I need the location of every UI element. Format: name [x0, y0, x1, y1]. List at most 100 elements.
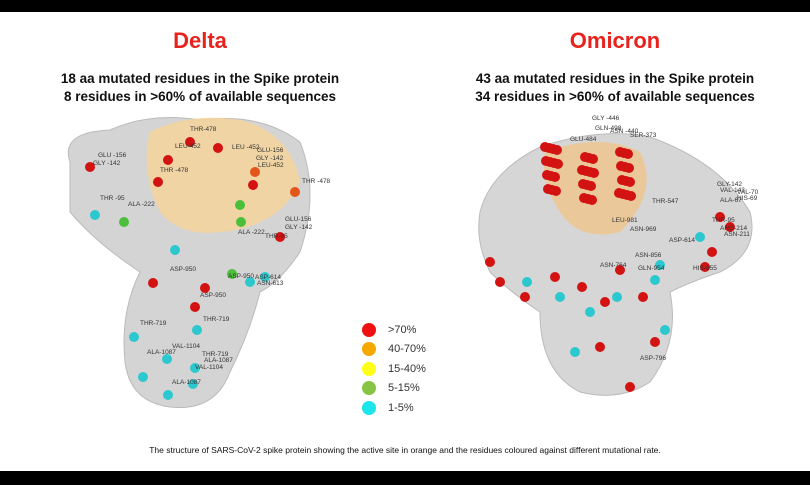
residue-sphere — [623, 149, 633, 159]
residue-sphere — [85, 162, 95, 172]
residue-label: THR -478 — [160, 167, 189, 174]
residue-label: GLY -142 — [93, 160, 121, 167]
residue-sphere — [119, 217, 129, 227]
residue-label: GLY -142 — [256, 155, 284, 162]
legend-swatch — [362, 361, 376, 376]
residue-label: GLU-156 — [257, 147, 284, 154]
residue-label: ASP-950 — [228, 273, 255, 280]
residue-label: THR-719 — [140, 320, 167, 327]
residue-sphere — [192, 325, 202, 335]
residue-label: ASN-613 — [257, 280, 284, 287]
residue-sphere — [552, 145, 562, 155]
residue-label: VAL-143 — [720, 187, 745, 194]
legend-label: 15-40% — [388, 362, 426, 375]
residue-sphere — [638, 292, 648, 302]
residue-sphere — [660, 325, 670, 335]
residue-sphere — [586, 181, 596, 191]
residue-sphere — [188, 379, 198, 389]
residue-label: VAL-1104 — [195, 364, 223, 371]
legend-swatch — [362, 400, 376, 415]
residue-label: THR-547 — [652, 198, 679, 205]
residue-label: LEU-452 — [258, 162, 284, 169]
residue-label: GLY-142 — [717, 181, 742, 188]
residue-sphere — [138, 372, 148, 382]
residue-sphere — [655, 260, 665, 270]
residue-label: GLU -156 — [98, 152, 127, 159]
residue-sphere — [695, 232, 705, 242]
residue-sphere — [625, 382, 635, 392]
residue-sphere — [129, 332, 139, 342]
residue-sphere — [170, 245, 180, 255]
omicron-line1: 43 aa mutated residues in the Spike prot… — [475, 71, 755, 86]
legend-label: 5-15% — [388, 382, 420, 395]
residue-label: THR-95 — [712, 217, 735, 224]
residue-sphere — [612, 292, 622, 302]
delta-structure-image — [68, 117, 311, 409]
residue-label: HIS-655 — [693, 265, 717, 272]
legend-item: 40-70% — [362, 340, 426, 360]
residue-label: ASP-950 — [170, 266, 197, 273]
residue-label: ASN-969 — [630, 226, 657, 233]
legend-swatch — [362, 322, 376, 337]
residue-label: ASP-950 — [200, 292, 227, 299]
residue-label: LEU-452 — [175, 143, 201, 150]
residue-sphere — [250, 167, 260, 177]
legend-label: 40-70% — [388, 343, 426, 356]
omicron-title: Omicron — [569, 28, 661, 53]
residue-sphere — [190, 302, 200, 312]
residue-label: THR-719 — [203, 316, 230, 323]
residue-label: ASN -440 — [610, 128, 639, 135]
residue-sphere — [715, 212, 725, 222]
legend-label: >70% — [388, 323, 417, 336]
residue-label: ALA-1087 — [172, 379, 201, 386]
legend-item: 5-15% — [362, 379, 426, 399]
residue-sphere — [485, 257, 495, 267]
residue-sphere — [707, 247, 717, 257]
residue-label: ARG-214 — [720, 225, 748, 232]
residue-label: SER-373 — [630, 132, 657, 139]
residue-sphere — [190, 363, 200, 373]
residue-sphere — [700, 262, 710, 272]
residue-sphere — [550, 272, 560, 282]
residue-sphere — [585, 307, 595, 317]
residue-sphere — [213, 143, 223, 153]
delta-subtitle: 18 aa mutated residues in the Spike prot… — [40, 70, 360, 106]
residue-label: THR -478 — [302, 178, 331, 185]
residue-label: GLY -446 — [592, 115, 620, 122]
residue-sphere — [588, 154, 598, 164]
residue-label: ALA-1087 — [147, 349, 176, 356]
residue-label: ALA-1087 — [204, 357, 233, 364]
residue-sphere — [248, 180, 258, 190]
legend-label: 1-5% — [388, 401, 414, 414]
residue-sphere — [577, 282, 587, 292]
residue-sphere — [725, 222, 735, 232]
residue-label: GLN-498 — [595, 125, 622, 132]
residue-sphere — [200, 283, 210, 293]
residue-label: LEU -452 — [232, 144, 260, 151]
residue-label: GLU-484 — [570, 136, 597, 143]
residue-sphere — [162, 354, 172, 364]
residue-sphere — [570, 347, 580, 357]
residue-sphere — [495, 277, 505, 287]
residue-sphere — [550, 172, 560, 182]
legend-item: 1-5% — [362, 398, 426, 418]
omicron-subtitle: 43 aa mutated residues in the Spike prot… — [455, 70, 775, 106]
residue-sphere — [163, 390, 173, 400]
residue-label: VAL-70 — [737, 189, 759, 196]
residue-label: ASN-764 — [600, 262, 627, 269]
caption: The structure of SARS-CoV-2 spike protei… — [149, 445, 661, 455]
residue-label: THR-478 — [190, 126, 217, 133]
residue-label: ASN-211 — [724, 231, 750, 238]
residue-sphere — [650, 275, 660, 285]
legend: >70% 40-70% 15-40% 5-15% 1-5% — [362, 320, 426, 418]
residue-sphere — [624, 163, 634, 173]
residue-sphere — [148, 278, 158, 288]
residue-label: THR-95 — [265, 233, 288, 240]
residue-sphere — [163, 155, 173, 165]
residue-sphere — [650, 337, 660, 347]
slide: Delta Omicron 18 aa mutated residues in … — [0, 12, 810, 471]
residue-sphere — [260, 272, 270, 282]
protein-structures — [68, 117, 753, 409]
residue-label: VAL-1104 — [172, 343, 200, 350]
residue-sphere — [245, 277, 255, 287]
